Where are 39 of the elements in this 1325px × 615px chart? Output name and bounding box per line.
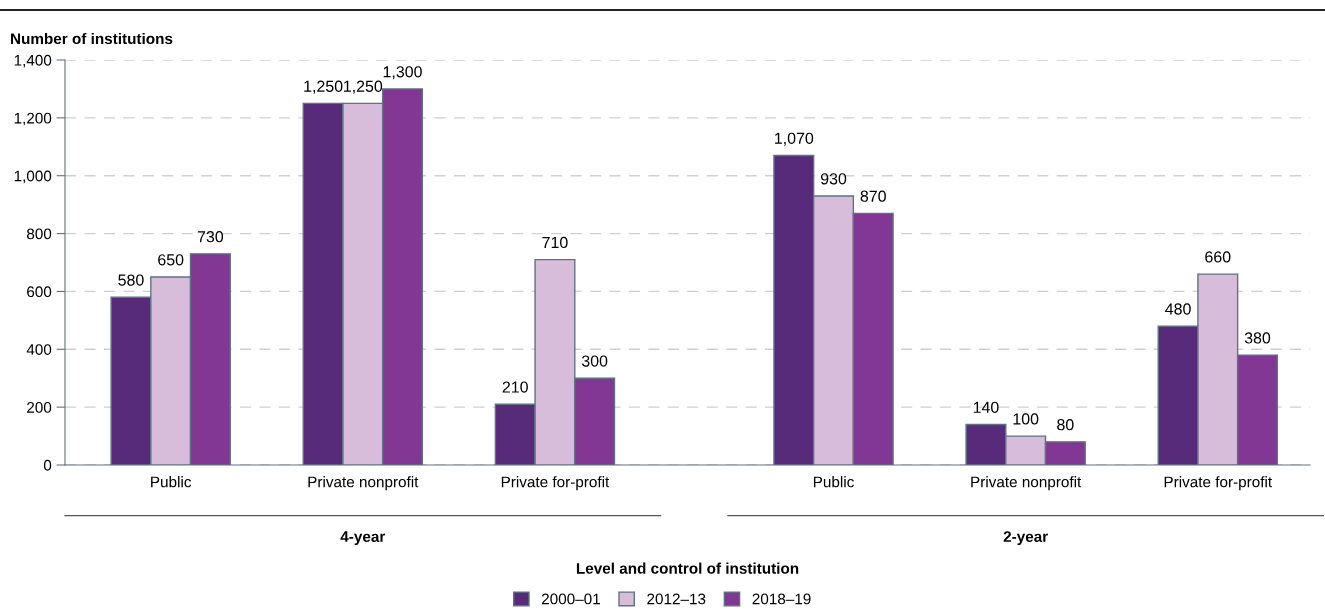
x-axis-title: Level and control of institution (576, 562, 799, 574)
data-label: 660 (1205, 251, 1231, 263)
x-tick-label: Private nonprofit (971, 476, 1082, 491)
x-tick-label: Public (813, 476, 854, 488)
data-label: 300 (581, 355, 608, 367)
data-label: 210 (502, 381, 528, 393)
y-tick-label: 0 (43, 459, 52, 471)
data-label: 1,250 (344, 80, 383, 94)
legend-label: 2018–19 (752, 593, 811, 605)
data-label: 650 (158, 254, 184, 266)
y-tick-label: 1,200 (14, 112, 52, 126)
legend-label: 2000–01 (541, 593, 600, 605)
y-axis-title: Number of institutions (11, 32, 173, 45)
legend-label: 2012–13 (647, 593, 706, 605)
data-label: 1,300 (383, 66, 422, 80)
data-label: 480 (1165, 303, 1191, 315)
y-tick-label: 1,400 (14, 54, 52, 68)
x-tick-label: Public (151, 476, 192, 488)
data-label: 730 (197, 231, 224, 243)
x-tick-label: Private for-profit (1164, 476, 1273, 491)
data-label: 380 (1244, 332, 1271, 344)
y-tick-label: 600 (27, 286, 52, 298)
y-tick-label: 200 (27, 402, 52, 413)
data-label: 100 (1013, 413, 1039, 425)
x-tick-label: Private for-profit (501, 476, 610, 491)
data-label: 1,250 (304, 80, 343, 94)
x-tick-label: Private nonprofit (308, 476, 419, 491)
y-tick-label: 800 (26, 228, 52, 240)
text: 4-year (340, 531, 386, 546)
y-tick-label: 400 (26, 344, 52, 355)
text: 2-year (1003, 531, 1048, 546)
data-label: 580 (118, 274, 144, 286)
y-tick-label: 1,000 (14, 170, 52, 184)
data-label: 710 (542, 236, 568, 249)
data-label: 870 (860, 190, 886, 202)
data-label: 930 (820, 173, 847, 185)
data-label: 140 (973, 401, 999, 414)
data-label: 80 (1057, 419, 1074, 431)
data-label: 1,070 (775, 132, 814, 146)
